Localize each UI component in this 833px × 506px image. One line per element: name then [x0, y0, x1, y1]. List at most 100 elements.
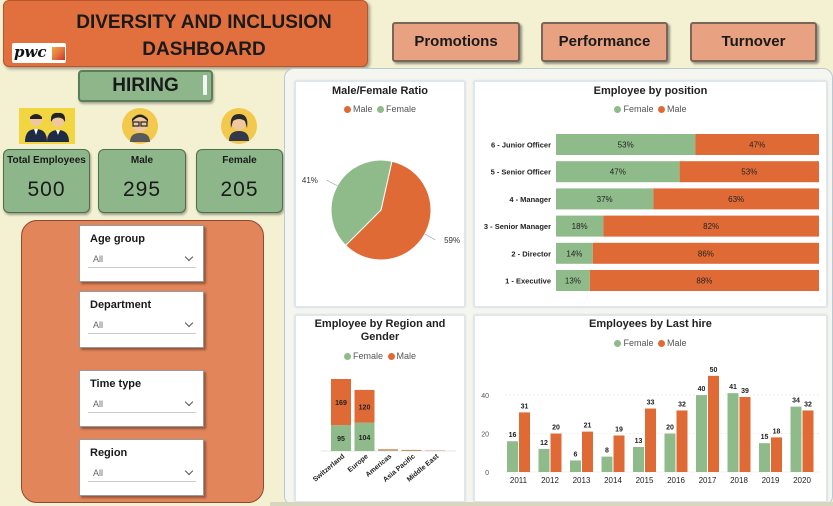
position-data-label-female: 53% — [618, 141, 634, 150]
kpi-value: 295 — [122, 178, 162, 201]
region-chart-card: Employee by Region and Gender Female Mal… — [295, 315, 465, 502]
position-data-label-female: 14% — [566, 249, 582, 258]
hire-bar-male — [582, 431, 593, 472]
legend-swatch-male — [387, 353, 395, 360]
position-bar-female — [556, 134, 696, 155]
filter-label: Time type — [90, 378, 142, 390]
legend-swatch-female — [377, 106, 384, 113]
hire-data-label-female: 16 — [509, 432, 517, 439]
hire-data-label-female: 40 — [698, 386, 706, 393]
legend-label: Female — [352, 351, 383, 361]
filter-value: All — [93, 399, 104, 409]
position-bar-female — [556, 161, 680, 183]
hire-bar-female — [601, 456, 613, 472]
gender-ratio-card: Male/Female Ratio Male Female 59% 41% — [295, 81, 465, 307]
region-bar-male — [378, 449, 398, 451]
hire-data-label-male: 32 — [804, 401, 812, 408]
filter-value: All — [93, 254, 104, 264]
position-bar-female — [556, 188, 654, 210]
hire-y-tick: 40 — [481, 393, 489, 400]
age-group-slicer[interactable]: Age group All — [79, 225, 204, 282]
hire-data-label-male: 32 — [678, 401, 686, 408]
pie-chart: 59% 41% — [302, 159, 460, 261]
filter-value: All — [93, 468, 104, 478]
male-count-card: Male 295 — [98, 149, 186, 213]
chart-title: Employee by Region and Gender — [314, 318, 446, 343]
time-type-dropdown[interactable]: All — [88, 395, 196, 413]
hire-x-tick: 2012 — [541, 476, 559, 485]
position-bar-male — [695, 134, 819, 155]
position-bar-female — [556, 215, 604, 237]
kpi-value: 205 — [220, 178, 259, 201]
promotions-button[interactable]: Promotions — [392, 22, 520, 62]
hire-data-label-female: 13 — [635, 438, 643, 445]
region-bar-female — [354, 422, 375, 451]
hire-bar-female — [633, 447, 644, 472]
department-slicer[interactable]: Department All — [79, 291, 204, 348]
department-dropdown[interactable]: All — [88, 316, 196, 334]
hire-data-label-female: 20 — [666, 425, 674, 432]
position-data-label-male: 53% — [741, 168, 757, 177]
chart-title: Employees by Last hire — [589, 318, 712, 330]
hiring-page-label: HIRING — [78, 70, 213, 102]
hire-y-tick: 20 — [481, 432, 489, 439]
position-data-label-female: 47% — [610, 168, 626, 177]
legend-swatch-male — [658, 340, 665, 347]
pie-data-label: 41% — [302, 176, 318, 185]
chart-legend: Female Male — [475, 338, 826, 348]
pie-leader-line — [326, 179, 338, 187]
hire-bar-male — [519, 412, 530, 472]
hire-data-label-male: 33 — [647, 400, 655, 407]
chart-title: Male/Female Ratio — [332, 85, 428, 97]
time-type-slicer[interactable]: Time type All — [79, 370, 204, 427]
position-bar-female — [556, 270, 590, 291]
region-bar-chart: 95169Switzerland104120EuropeAmericasAsia… — [312, 379, 456, 484]
age-group-dropdown[interactable]: All — [88, 250, 196, 268]
hire-bar-male — [550, 433, 562, 472]
hire-data-label-female: 6 — [574, 451, 578, 458]
legend-label: Male — [667, 338, 687, 348]
legend-swatch-female — [343, 353, 351, 360]
hire-x-tick: 2015 — [636, 476, 654, 485]
position-tick-label: 1 - Executive — [505, 277, 551, 286]
position-tick-label: 6 - Junior Officer — [491, 141, 551, 150]
position-bar-male — [653, 188, 819, 210]
hiring-label-marker — [203, 75, 207, 95]
hire-bar-female — [759, 443, 770, 472]
performance-button[interactable]: Performance — [541, 22, 668, 62]
logo-text: pwc — [14, 43, 47, 61]
hire-data-label-male: 20 — [552, 425, 560, 432]
chart-title: Employee by position — [593, 85, 708, 97]
position-data-label-male: 47% — [749, 141, 765, 150]
hire-data-label-female: 15 — [761, 434, 769, 441]
male-avatar-icon — [122, 108, 158, 144]
logo-mark-icon — [52, 47, 65, 60]
female-avatar-icon — [221, 108, 257, 144]
position-chart-card: Employee by position Female Male 6 - Jun… — [474, 81, 827, 307]
position-bar-female — [556, 242, 593, 264]
region-slicer[interactable]: Region All — [79, 439, 204, 496]
region-bar-male — [331, 379, 351, 426]
total-employees-card: Total Employees 500 — [3, 149, 90, 213]
hire-data-label-male: 21 — [584, 423, 592, 430]
hire-bar-female — [507, 441, 518, 472]
chart-legend: Female Male — [296, 351, 464, 361]
pie-slice-female — [330, 159, 393, 247]
position-data-label-male: 88% — [696, 277, 712, 286]
female-count-card: Female 205 — [196, 149, 283, 213]
hire-bar-male — [645, 408, 656, 472]
region-data-label-female: 95 — [337, 436, 345, 443]
filter-label: Age group — [90, 233, 145, 245]
legend-label: Female — [623, 338, 654, 348]
region-dropdown[interactable]: All — [88, 464, 196, 482]
hire-bar-female — [570, 460, 581, 472]
region-data-label-male: 120 — [359, 404, 371, 411]
hire-y-tick: 0 — [485, 470, 489, 477]
legend-label: Female — [623, 104, 654, 114]
region-bar-female — [378, 450, 398, 451]
turnover-button[interactable]: Turnover — [690, 22, 817, 62]
chevron-down-icon — [184, 318, 194, 328]
title-line-1: DIVERSITY AND INCLUSION — [76, 12, 332, 33]
filter-value: All — [93, 320, 104, 330]
region-tick-label: Switzerland — [312, 453, 346, 483]
